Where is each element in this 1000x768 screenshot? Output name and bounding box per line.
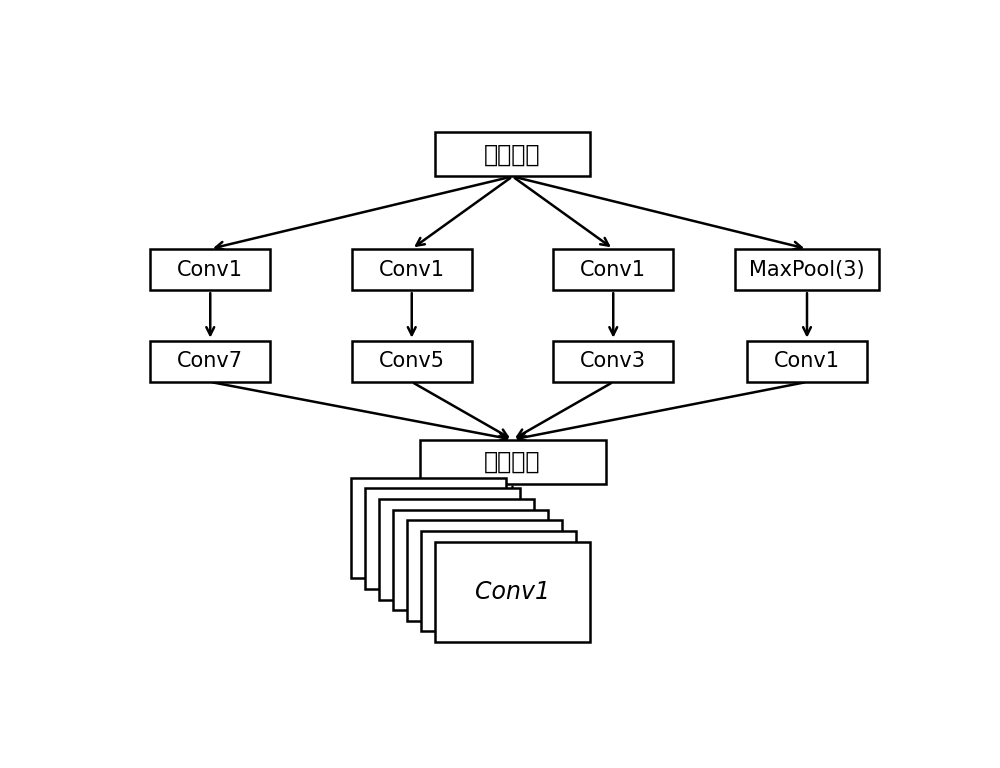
Bar	[747, 340, 867, 382]
Text: Conv1: Conv1	[475, 580, 550, 604]
Text: Conv7: Conv7	[177, 351, 243, 371]
Bar	[407, 520, 562, 621]
Bar	[420, 439, 606, 484]
Bar	[735, 249, 879, 290]
Text: Conv1: Conv1	[379, 260, 445, 280]
Bar	[553, 340, 673, 382]
Bar	[150, 249, 270, 290]
Bar	[365, 488, 520, 589]
Bar	[553, 249, 673, 290]
Text: 上层输出: 上层输出	[484, 142, 541, 166]
Bar	[351, 478, 506, 578]
Bar	[352, 340, 472, 382]
Text: 深度拼接: 深度拼接	[484, 450, 541, 474]
Bar	[352, 249, 472, 290]
Bar	[421, 531, 576, 631]
Text: Conv5: Conv5	[379, 351, 445, 371]
Bar	[435, 541, 590, 642]
Text: MaxPool(3): MaxPool(3)	[749, 260, 865, 280]
Text: Conv1: Conv1	[177, 260, 243, 280]
Bar	[435, 132, 590, 177]
Bar	[150, 340, 270, 382]
Bar	[379, 499, 534, 600]
Bar	[393, 510, 548, 611]
Text: Conv1: Conv1	[774, 351, 840, 371]
Text: Conv1: Conv1	[580, 260, 646, 280]
Text: Conv3: Conv3	[580, 351, 646, 371]
